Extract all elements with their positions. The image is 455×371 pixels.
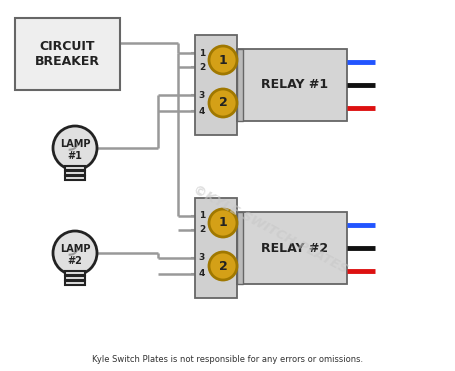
- Bar: [195, 35, 237, 135]
- Text: 3: 3: [198, 91, 205, 99]
- Text: CIRCUIT
BREAKER: CIRCUIT BREAKER: [35, 40, 100, 68]
- Circle shape: [53, 231, 97, 275]
- Bar: [237, 49, 243, 121]
- Bar: [195, 198, 237, 298]
- Bar: [15, 18, 120, 90]
- Text: RELAY #1: RELAY #1: [261, 79, 328, 92]
- Text: 4: 4: [198, 269, 205, 279]
- Bar: [65, 176, 85, 180]
- Text: 1: 1: [218, 53, 227, 66]
- Bar: [65, 276, 85, 280]
- Text: 2: 2: [218, 259, 227, 273]
- Text: LAMP
#2: LAMP #2: [60, 244, 90, 266]
- Text: 1: 1: [198, 49, 205, 58]
- Text: 1: 1: [198, 211, 205, 220]
- Text: 3: 3: [198, 253, 205, 263]
- Bar: [65, 271, 85, 275]
- Bar: [237, 212, 346, 284]
- Text: 4: 4: [198, 106, 205, 115]
- Bar: [65, 166, 85, 170]
- Text: 2: 2: [198, 62, 205, 72]
- Circle shape: [53, 126, 97, 170]
- Bar: [65, 171, 85, 175]
- Text: RELAY #2: RELAY #2: [261, 242, 328, 255]
- Text: LAMP
#1: LAMP #1: [60, 139, 90, 161]
- Text: Kyle Switch Plates is not responsible for any errors or omissions.: Kyle Switch Plates is not responsible fo…: [92, 355, 363, 364]
- Text: ©KYLE SWITCH PLATES: ©KYLE SWITCH PLATES: [190, 184, 349, 276]
- Text: 1: 1: [218, 217, 227, 230]
- Bar: [237, 49, 346, 121]
- Circle shape: [208, 252, 237, 280]
- Bar: [237, 212, 243, 284]
- Circle shape: [208, 46, 237, 74]
- Text: 2: 2: [198, 226, 205, 234]
- Text: 2: 2: [218, 96, 227, 109]
- Bar: [65, 281, 85, 285]
- Circle shape: [208, 209, 237, 237]
- Circle shape: [208, 89, 237, 117]
